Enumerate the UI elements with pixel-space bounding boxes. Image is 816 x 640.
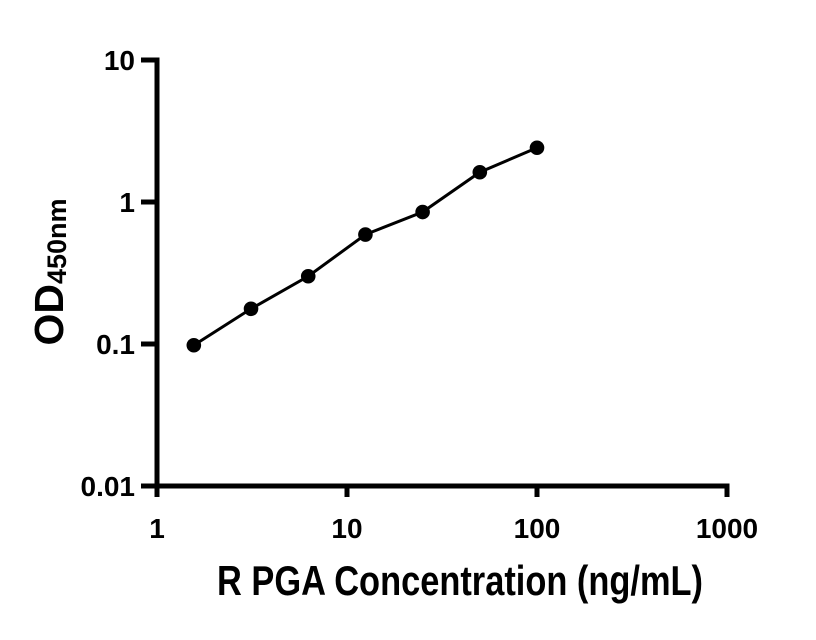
x-tick-label: 100 — [514, 513, 561, 544]
data-point-marker — [243, 301, 259, 317]
x-axis-title: R PGA Concentration (ng/mL) — [217, 557, 703, 604]
data-point-marker — [300, 268, 316, 284]
data-series — [186, 140, 545, 353]
data-point-marker — [358, 227, 373, 242]
y-axis-title: OD450nm — [26, 198, 72, 345]
y-axis-title-main: OD — [26, 284, 72, 346]
y-tick-label: 1 — [119, 187, 135, 218]
data-point-marker — [186, 337, 202, 353]
y-axis-title-subscript: 450nm — [42, 198, 72, 284]
data-point-marker — [472, 164, 488, 180]
series-line — [193, 146, 538, 347]
x-tick-label: 1 — [149, 513, 165, 544]
data-point-marker — [415, 204, 430, 220]
y-tick-label: 0.01 — [81, 471, 136, 502]
x-tick-label: 10 — [331, 513, 362, 544]
data-point-marker — [529, 140, 545, 156]
x-tick-label: 1000 — [696, 513, 758, 544]
y-tick-label: 10 — [104, 45, 135, 76]
y-tick-label: 0.1 — [96, 329, 135, 360]
axis-ticks: 1 10 100 1000 10 1 0.1 0.01 — [81, 45, 759, 544]
